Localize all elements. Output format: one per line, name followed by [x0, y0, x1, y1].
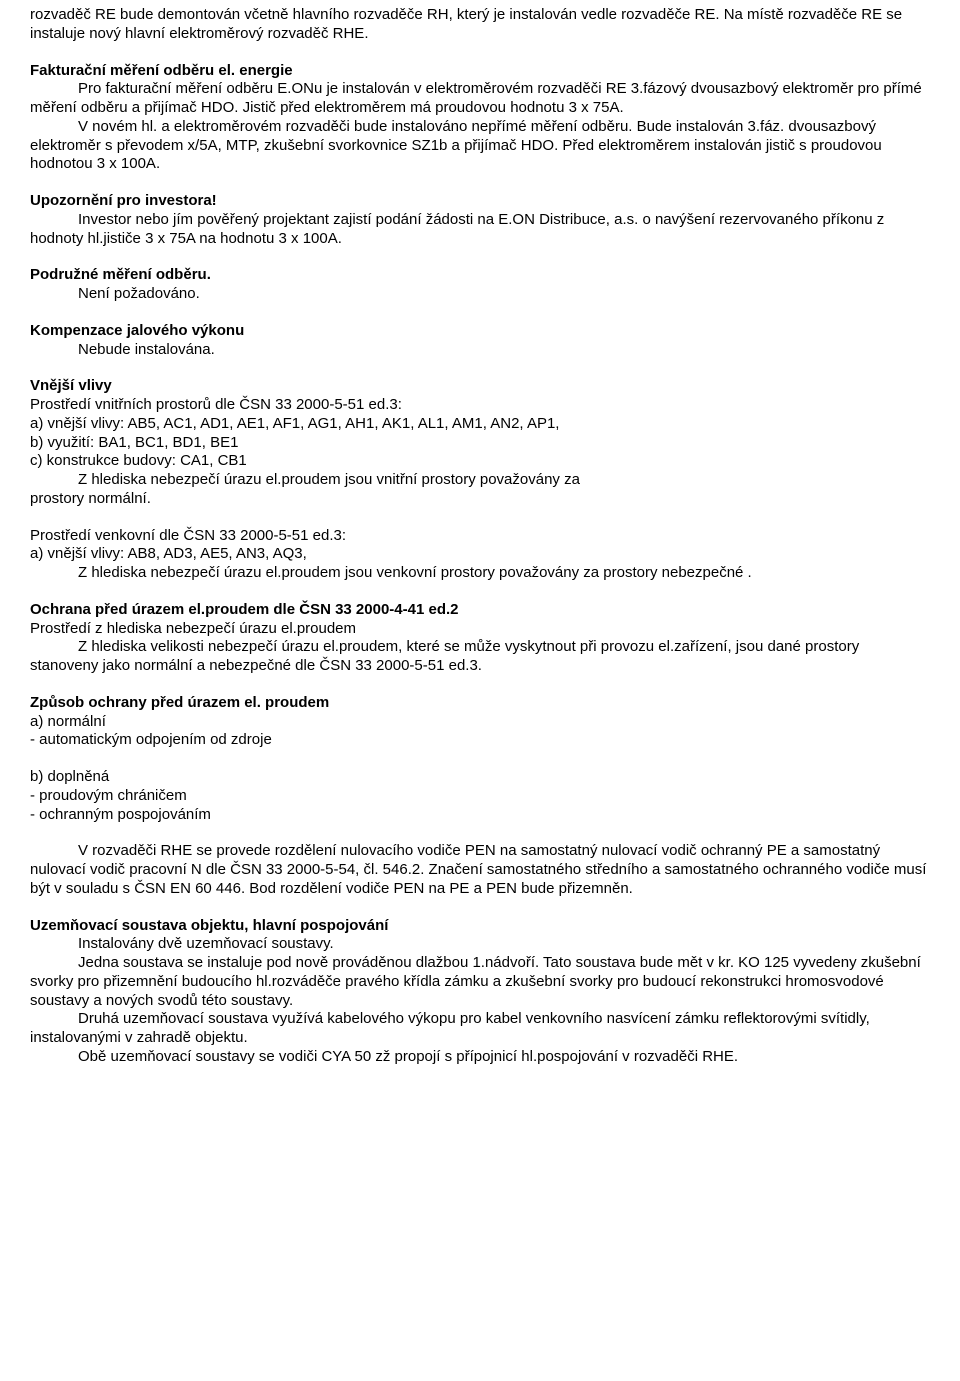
line: Z hlediska nebezpečí úrazu el.proudem js… — [30, 471, 930, 490]
line: Z hlediska nebezpečí úrazu el.proudem js… — [30, 564, 930, 583]
section-podruzne: Podružné měření odběru. Není požadováno. — [30, 266, 930, 304]
heading: Kompenzace jalového výkonu — [30, 322, 930, 341]
line: c) konstrukce budovy: CA1, CB1 — [30, 452, 930, 471]
para: V rozvaděči RHE se provede rozdělení nul… — [30, 842, 930, 898]
section-fakturacni: Fakturační měření odběru el. energie Pro… — [30, 62, 930, 175]
line: Instalovány dvě uzemňovací soustavy. — [30, 935, 930, 954]
line: Prostředí vnitřních prostorů dle ČSN 33 … — [30, 396, 930, 415]
section-venkovni: Prostředí venkovní dle ČSN 33 2000-5-51 … — [30, 527, 930, 583]
section-uzemnovaci: Uzemňovací soustava objektu, hlavní posp… — [30, 917, 930, 1067]
section-upozorneni: Upozornění pro investora! Investor nebo … — [30, 192, 930, 248]
para: Investor nebo jím pověřený projektant za… — [30, 211, 930, 249]
line: Prostředí venkovní dle ČSN 33 2000-5-51 … — [30, 527, 930, 546]
heading: Fakturační měření odběru el. energie — [30, 62, 930, 81]
line: prostory normální. — [30, 490, 930, 509]
line: Z hlediska velikosti nebezpečí úrazu el.… — [30, 638, 930, 676]
heading: Upozornění pro investora! — [30, 192, 930, 211]
section-ochrana: Ochrana před úrazem el.proudem dle ČSN 3… — [30, 601, 930, 676]
text: rozvaděč RE bude demontován včetně hlavn… — [30, 6, 902, 42]
section-kompenzace: Kompenzace jalového výkonu Nebude instal… — [30, 322, 930, 360]
para: Není požadováno. — [30, 285, 930, 304]
line: b) využití: BA1, BC1, BD1, BE1 — [30, 434, 930, 453]
line: - automatickým odpojením od zdroje — [30, 731, 930, 750]
para: Nebude instalována. — [30, 341, 930, 360]
section-vnejsi-vlivy: Vnější vlivy Prostředí vnitřních prostor… — [30, 377, 930, 508]
line: b) doplněná — [30, 768, 930, 787]
intro-paragraph: rozvaděč RE bude demontován včetně hlavn… — [30, 6, 930, 44]
heading: Uzemňovací soustava objektu, hlavní posp… — [30, 917, 930, 936]
heading: Ochrana před úrazem el.proudem dle ČSN 3… — [30, 601, 930, 620]
line: Druhá uzemňovací soustava využívá kabelo… — [30, 1010, 930, 1048]
section-doplnena: b) doplněná - proudovým chráničem - ochr… — [30, 768, 930, 824]
line: - proudovým chráničem — [30, 787, 930, 806]
heading: Podružné měření odběru. — [30, 266, 930, 285]
para: V novém hl. a elektroměrovém rozvaděči b… — [30, 118, 930, 174]
line: Obě uzemňovací soustavy se vodiči CYA 50… — [30, 1048, 930, 1067]
line: Prostředí z hlediska nebezpečí úrazu el.… — [30, 620, 930, 639]
section-zpusob-ochrany: Způsob ochrany před úrazem el. proudem a… — [30, 694, 930, 750]
section-rozvadec-rhe: V rozvaděči RHE se provede rozdělení nul… — [30, 842, 930, 898]
heading: Vnější vlivy — [30, 377, 930, 396]
line: Jedna soustava se instaluje pod nově pro… — [30, 954, 930, 1010]
line: a) vnější vlivy: AB8, AD3, AE5, AN3, AQ3… — [30, 545, 930, 564]
line: a) vnější vlivy: AB5, AC1, AD1, AE1, AF1… — [30, 415, 930, 434]
para: Pro fakturační měření odběru E.ONu je in… — [30, 80, 930, 118]
line: - ochranným pospojováním — [30, 806, 930, 825]
line: a) normální — [30, 713, 930, 732]
heading: Způsob ochrany před úrazem el. proudem — [30, 694, 930, 713]
